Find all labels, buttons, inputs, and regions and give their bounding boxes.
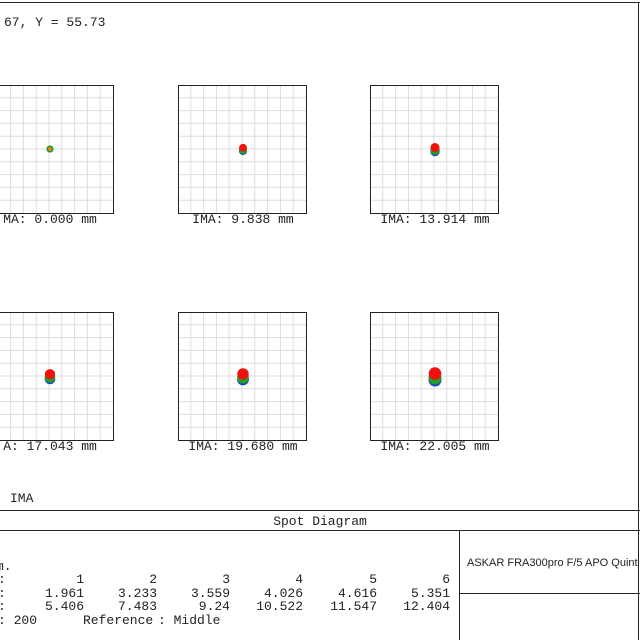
last-row-cell: Reference: [83, 613, 153, 628]
spot-red: [239, 143, 247, 152]
table-cell: 11.547: [330, 599, 377, 614]
table-cell: 5.351: [411, 586, 450, 601]
field-label: A: 17.043 mm: [3, 439, 97, 454]
table-cell: :: [0, 586, 6, 601]
table-cell: 4.616: [338, 586, 377, 601]
plot-frame: [370, 85, 499, 214]
plot-frame: [370, 312, 499, 441]
table-cell: 7.483: [118, 599, 157, 614]
table-cell: 4.026: [264, 586, 303, 601]
table-cell: 6: [442, 572, 450, 587]
coords: 67, Y = 55.73: [4, 15, 105, 30]
plot-frame: [178, 85, 307, 214]
field-label: MA: 0.000 mm: [3, 212, 97, 227]
surface-label: IMA: [10, 491, 34, 506]
plot-frame: [0, 312, 114, 441]
spot-red: [237, 368, 249, 380]
field-label: IMA: 9.838 mm: [192, 212, 294, 227]
footer-title: Spot Diagram: [273, 514, 367, 529]
table-cell: 4: [295, 572, 303, 587]
table-cell: 9.24: [199, 599, 230, 614]
lens-name: ASKAR FRA300pro F/5 APO Quint: [467, 557, 638, 569]
field-label: IMA: 19.680 mm: [188, 439, 297, 454]
table-cell: 3: [222, 572, 230, 587]
field-label: IMA: 13.914 mm: [380, 212, 489, 227]
table-cell: 5: [369, 572, 377, 587]
table-cell: :: [0, 599, 6, 614]
spot-red: [428, 367, 442, 380]
table-cell: 10.522: [256, 599, 303, 614]
plot-frame: [0, 85, 114, 214]
spot-red: [44, 369, 56, 380]
last-row-cell: : Middle: [158, 613, 220, 628]
units: m.: [0, 559, 12, 574]
table-cell: 5.406: [45, 599, 84, 614]
table-cell: 2: [149, 572, 157, 587]
table-cell: :: [0, 572, 6, 587]
table-cell: 3.559: [191, 586, 230, 601]
table-cell: 3.233: [118, 586, 157, 601]
table-cell: 1.961: [45, 586, 84, 601]
last-row-cell: : 200: [0, 613, 37, 628]
spot-red: [430, 143, 440, 152]
table-cell: 12.404: [403, 599, 450, 614]
spot-orange: [48, 147, 52, 151]
table-cell: 1: [76, 572, 84, 587]
plot-frame: [178, 312, 307, 441]
field-label: IMA: 22.005 mm: [380, 439, 489, 454]
